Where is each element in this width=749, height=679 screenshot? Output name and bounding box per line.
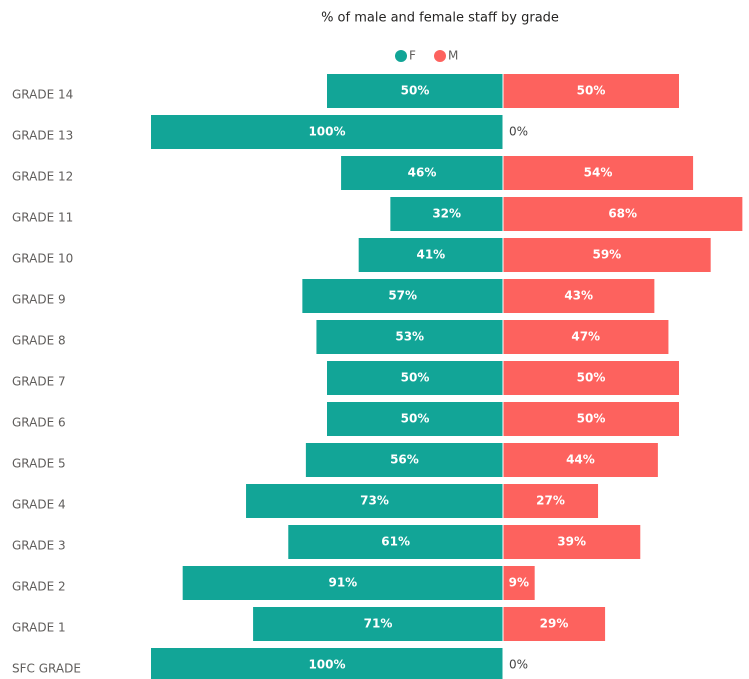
data-label: 27% — [536, 494, 565, 508]
bar — [316, 320, 503, 354]
bar — [182, 566, 503, 600]
bar — [151, 115, 503, 149]
data-label: 46% — [408, 166, 437, 180]
legend-marker — [395, 50, 407, 62]
category-label: GRADE 2 — [12, 580, 66, 594]
data-label: 50% — [401, 412, 430, 426]
bar — [503, 156, 694, 190]
bar — [341, 156, 503, 190]
category-label: GRADE 9 — [12, 293, 66, 307]
data-label: 56% — [390, 453, 419, 467]
data-label: 68% — [608, 207, 637, 221]
bar — [246, 484, 504, 518]
category-label: GRADE 11 — [12, 211, 73, 225]
bar — [503, 484, 599, 518]
data-label: 50% — [577, 371, 606, 385]
data-label: 0% — [509, 125, 528, 139]
data-label: 50% — [401, 371, 430, 385]
bar — [327, 361, 503, 395]
category-label: GRADE 4 — [12, 498, 66, 512]
bar — [151, 648, 503, 679]
category-label: GRADE 3 — [12, 539, 66, 553]
data-label: 50% — [577, 84, 606, 98]
data-label: 50% — [401, 84, 430, 98]
bar — [503, 566, 535, 600]
data-label: 73% — [360, 494, 389, 508]
data-label: 44% — [566, 453, 595, 467]
category-label: GRADE 13 — [12, 129, 73, 143]
bar — [503, 607, 606, 641]
data-label: 91% — [328, 576, 357, 590]
data-label: 39% — [557, 535, 586, 549]
legend-label: M — [448, 49, 458, 63]
bar — [302, 279, 503, 313]
data-label: 53% — [395, 330, 424, 344]
bar — [503, 279, 655, 313]
data-label: 32% — [432, 207, 461, 221]
data-label: 50% — [577, 412, 606, 426]
bar — [253, 607, 503, 641]
bar — [503, 402, 679, 436]
data-label: 54% — [584, 166, 613, 180]
category-label: SFC GRADE — [12, 662, 81, 676]
data-label: 100% — [308, 125, 345, 139]
bar — [503, 361, 679, 395]
category-label: GRADE 5 — [12, 457, 66, 471]
bar — [288, 525, 503, 559]
category-label: GRADE 7 — [12, 375, 66, 389]
bar — [327, 74, 503, 108]
category-label: GRADE 10 — [12, 252, 73, 266]
bar — [503, 320, 669, 354]
data-label: 43% — [564, 289, 593, 303]
data-label: 29% — [540, 617, 569, 631]
legend-marker — [434, 50, 446, 62]
data-label: 47% — [571, 330, 600, 344]
data-label: 0% — [509, 658, 528, 672]
bar — [503, 238, 711, 272]
bar — [503, 197, 743, 231]
bar — [503, 74, 679, 108]
data-label: 57% — [388, 289, 417, 303]
category-label: GRADE 1 — [12, 621, 66, 635]
legend-label: F — [409, 49, 416, 63]
bar — [358, 238, 503, 272]
category-label: GRADE 8 — [12, 334, 66, 348]
data-label: 100% — [308, 658, 345, 672]
data-label: 71% — [364, 617, 393, 631]
chart-title: % of male and female staff by grade — [321, 11, 559, 26]
bar — [503, 525, 641, 559]
data-label: 41% — [416, 248, 445, 262]
data-label: 9% — [509, 576, 529, 590]
bar — [503, 443, 658, 477]
category-label: GRADE 12 — [12, 170, 73, 184]
data-label: 61% — [381, 535, 410, 549]
category-label: GRADE 6 — [12, 416, 66, 430]
bar — [327, 402, 503, 436]
bar — [390, 197, 503, 231]
category-label: GRADE 14 — [12, 88, 73, 102]
bar — [305, 443, 503, 477]
data-label: 59% — [592, 248, 621, 262]
